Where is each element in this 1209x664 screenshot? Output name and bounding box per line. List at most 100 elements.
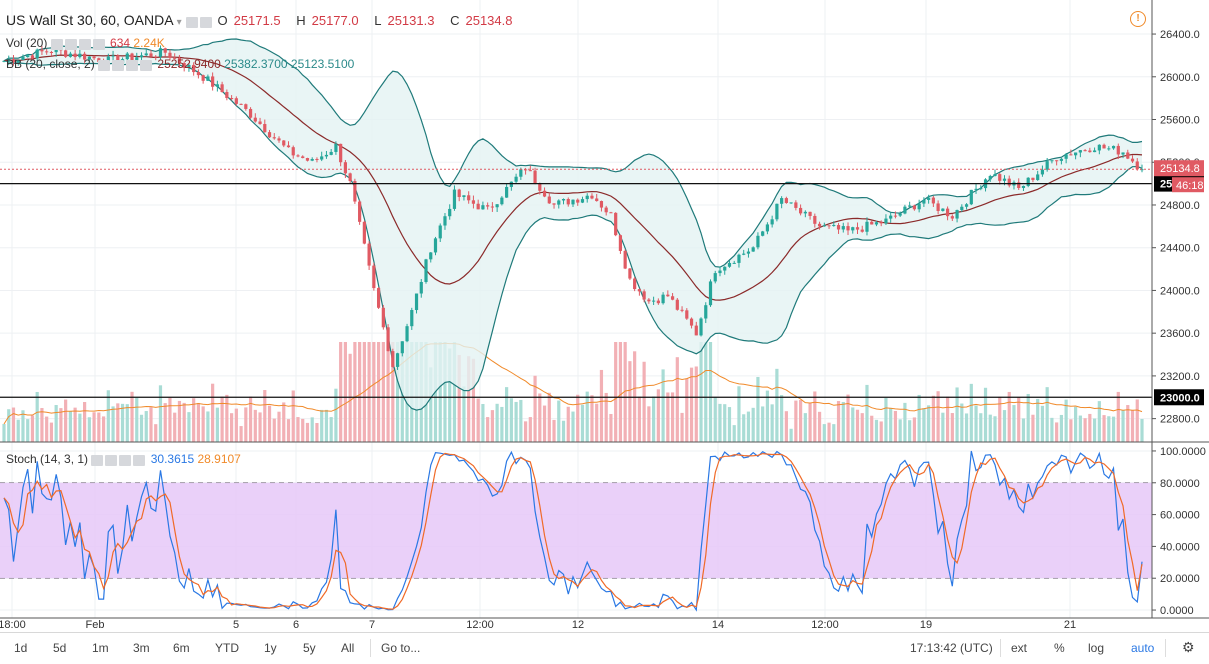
period-1d[interactable]: 1d: [14, 641, 28, 655]
candle-body: [945, 208, 950, 217]
period-1y[interactable]: 1y: [264, 641, 277, 655]
candle-body: [846, 226, 850, 231]
candle-body: [206, 76, 210, 81]
gear-icon[interactable]: [112, 60, 125, 72]
volume-bar: [585, 391, 589, 442]
volume-bar: [500, 406, 504, 442]
candle-body: [457, 189, 461, 198]
time-tick-label: 12: [572, 619, 584, 631]
candle-body: [201, 75, 205, 81]
divider: [1165, 639, 1166, 657]
period-all[interactable]: All: [341, 641, 355, 655]
close-icon[interactable]: [133, 455, 146, 467]
volume-bar: [950, 413, 954, 442]
candle-body: [400, 341, 404, 354]
chevron-down-icon[interactable]: ▾: [176, 17, 182, 28]
ext-toggle[interactable]: ext: [1011, 641, 1028, 655]
candle-body: [775, 203, 779, 220]
period-6m[interactable]: 6m: [173, 641, 190, 655]
volume-bar: [846, 394, 850, 442]
volume-bar: [533, 375, 537, 442]
candle-body: [2, 60, 6, 62]
volume-bar: [272, 418, 276, 442]
volume-bar: [177, 400, 182, 442]
candle-body: [799, 207, 803, 214]
candle-body: [879, 222, 883, 224]
volume-bar: [870, 415, 874, 442]
volume-bar: [775, 368, 779, 442]
volume-bar: [40, 408, 44, 442]
symbol-title[interactable]: US Wall St 30, 60, OANDA: [6, 12, 173, 28]
candle-body: [45, 51, 49, 53]
bb-label[interactable]: BB (20, close, 2): [6, 57, 95, 71]
log-toggle[interactable]: log: [1088, 641, 1105, 655]
volume-ma-value: 2.24K: [133, 36, 165, 50]
volume-bar: [21, 410, 25, 442]
period-3m[interactable]: 3m: [133, 641, 150, 655]
stoch-tick-label: 80.0000: [1160, 478, 1200, 490]
candle-body: [836, 225, 841, 230]
volume-label[interactable]: Vol (20): [6, 36, 48, 50]
close-icon[interactable]: [92, 39, 105, 51]
price-tick-label: 24800.0: [1160, 200, 1200, 212]
stoch-band: [0, 482, 1152, 579]
volume-bar: [144, 411, 148, 442]
candle-body: [386, 327, 390, 352]
period-ytd[interactable]: YTD: [215, 641, 239, 655]
candle-body: [433, 238, 438, 253]
volume-bar: [1036, 398, 1040, 442]
gear-icon[interactable]: [105, 455, 118, 467]
volume-bar: [49, 422, 54, 442]
volume-bar: [1050, 417, 1054, 442]
candle-body: [495, 204, 499, 208]
candle-body: [116, 55, 120, 63]
volume-bar: [120, 403, 125, 442]
period-5y[interactable]: 5y: [303, 641, 316, 655]
close-icon[interactable]: [140, 60, 153, 72]
hline-price-label: 23000.0: [1160, 392, 1200, 404]
volume-bar: [732, 425, 736, 442]
volume-bar: [879, 421, 883, 442]
candle-body: [870, 221, 874, 225]
candle-body: [723, 266, 727, 271]
volume-bar: [983, 387, 988, 442]
settings-icon[interactable]: [126, 60, 139, 72]
period-5d[interactable]: 5d: [53, 641, 67, 655]
candle-body: [1078, 150, 1082, 153]
settings-icon[interactable]: [78, 39, 91, 51]
gear-icon[interactable]: ⚙: [1182, 639, 1195, 655]
time-tick-label: 12:00: [466, 619, 494, 631]
gear-icon[interactable]: [64, 39, 77, 51]
candle-body: [519, 169, 523, 177]
candle-body: [381, 307, 385, 328]
auto-toggle[interactable]: auto: [1131, 641, 1155, 655]
volume-bar: [523, 421, 528, 442]
eye-icon[interactable]: [185, 17, 198, 29]
candle-body: [220, 84, 224, 93]
goto-button[interactable]: Go to...: [381, 641, 421, 655]
candle-body: [1130, 158, 1135, 162]
percent-toggle[interactable]: %: [1054, 641, 1065, 655]
volume-bar: [960, 403, 964, 442]
candle-body: [267, 132, 272, 138]
info-icon[interactable]: !: [1130, 11, 1146, 27]
settings-icon[interactable]: [119, 455, 132, 467]
eye-icon[interactable]: [98, 60, 111, 72]
stoch-label[interactable]: Stoch (14, 3, 1): [6, 452, 89, 466]
volume-ma-line: [3, 342, 1143, 425]
volume-bar: [538, 393, 542, 442]
period-1m[interactable]: 1m: [92, 641, 109, 655]
volume-bar: [528, 417, 532, 442]
candle-body: [746, 251, 751, 254]
candle-body: [614, 212, 618, 236]
candle-body: [500, 197, 504, 205]
volume-bar: [727, 407, 732, 442]
volume-bar: [125, 404, 129, 442]
gear-icon[interactable]: [199, 17, 212, 29]
eye-icon[interactable]: [50, 39, 63, 51]
candle-body: [320, 156, 324, 160]
volume-bar: [699, 342, 703, 442]
eye-icon[interactable]: [91, 455, 104, 467]
chart-canvas[interactable]: 26400.026000.025600.025200.024800.024400…: [0, 0, 1209, 632]
candle-body: [817, 223, 822, 227]
